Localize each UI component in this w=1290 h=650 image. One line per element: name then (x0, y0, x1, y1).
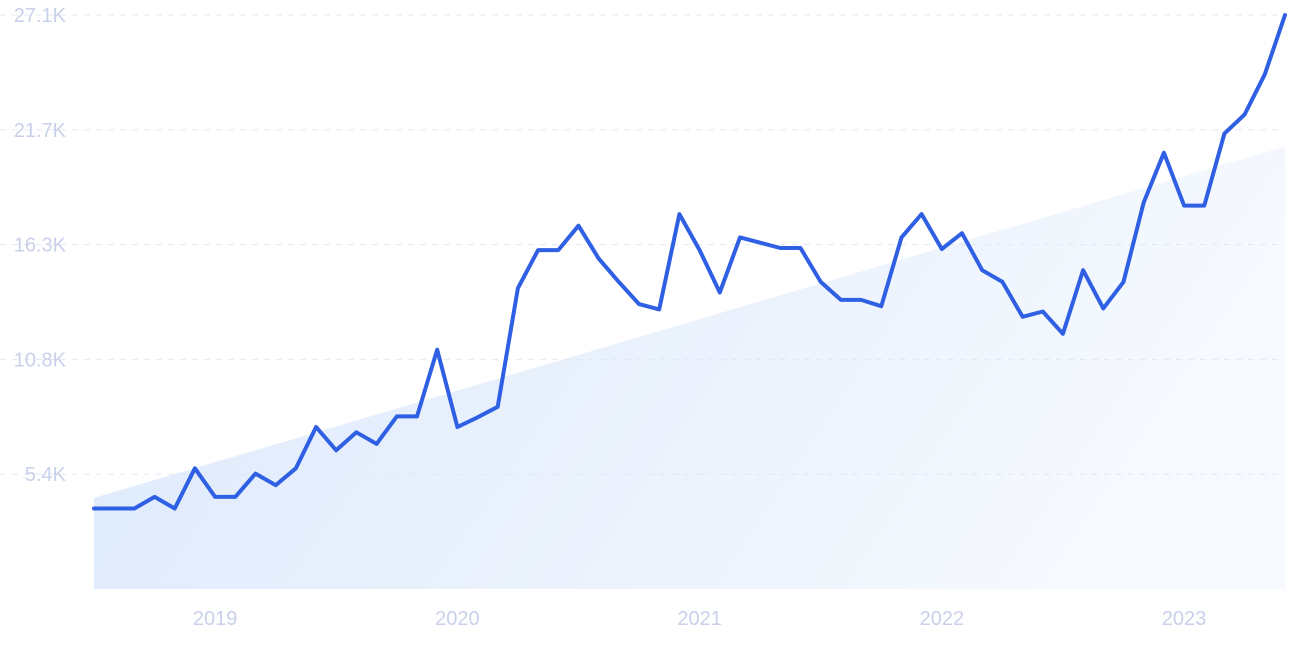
x-tick-label: 2022 (920, 608, 965, 630)
y-tick-label: 16.3K (14, 235, 67, 257)
series-line-layer (92, 13, 1287, 511)
x-tick-label: 2019 (193, 608, 238, 630)
y-tick-label: 10.8K (14, 349, 67, 371)
x-axis-tick-labels: 2019 2020 2021 2022 2023 (193, 608, 1206, 630)
trend-area (94, 146, 1285, 589)
y-tick-label: 27.1K (14, 5, 67, 27)
y-tick-label: 5.4K (25, 464, 67, 486)
x-tick-label: 2023 (1162, 608, 1207, 630)
x-tick-label: 2021 (677, 608, 722, 630)
x-tick-label: 2020 (435, 608, 480, 630)
y-axis-tick-labels: 27.1K 21.7K 16.3K 10.8K 5.4K (14, 5, 67, 486)
y-tick-label: 21.7K (14, 120, 67, 142)
series-line (92, 13, 1287, 511)
trend-area-shape (94, 146, 1285, 589)
